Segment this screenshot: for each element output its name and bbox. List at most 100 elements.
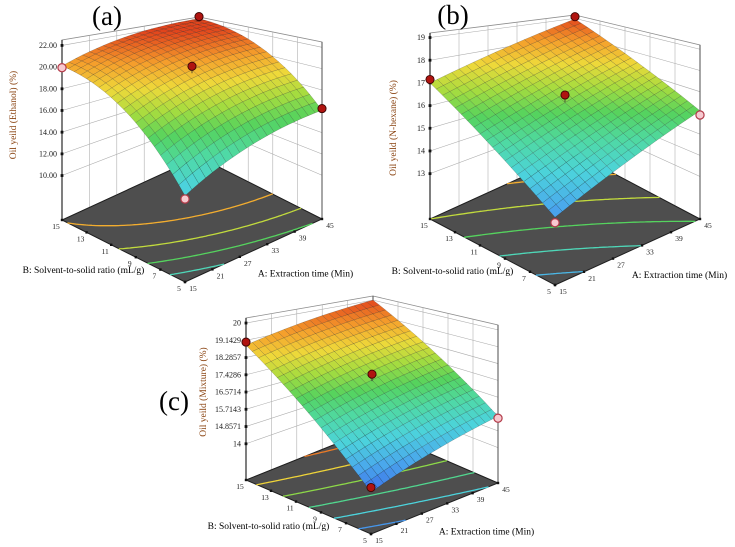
surface-quad [162, 110, 176, 124]
design-points [241, 337, 503, 493]
wall-grid-line [245, 299, 374, 324]
design-point-above [241, 337, 251, 347]
surface-quad [188, 105, 203, 118]
x-axis-tick [369, 532, 373, 536]
contour-line [169, 263, 225, 276]
surface-quad [249, 95, 263, 107]
surface-quad [351, 462, 366, 476]
surface-quad [182, 34, 196, 40]
surface-quad [353, 325, 367, 334]
design-point-below [695, 110, 705, 120]
surface-quad [80, 70, 94, 80]
surface-quad [453, 395, 467, 406]
x-axis-label: A: Extraction time (Min) [632, 270, 727, 281]
surface-quad [172, 168, 186, 186]
z-axis-tick-label: 14 [417, 147, 425, 156]
surface-quad [397, 357, 411, 367]
surface-quad [217, 81, 231, 92]
x-axis-tick [446, 502, 449, 505]
surface-quad [101, 47, 116, 54]
surface-quad [385, 314, 399, 323]
surface-quad [283, 361, 297, 372]
surface-quad [421, 443, 435, 455]
surface-quad [100, 59, 115, 67]
x-axis-tick-label: 45 [502, 485, 510, 494]
z-axis-tick-label: 12.00 [39, 149, 57, 158]
surface-quad [136, 34, 151, 40]
surface-quad [339, 435, 353, 448]
x-axis-tick-label: 45 [326, 221, 334, 230]
y-axis-tick [159, 268, 162, 271]
surface-plot-a: 10.00 12.00 14.00 16.00 18.00 20.00 22.00 5 7 9 11… [8, 12, 353, 293]
surface-quad [460, 383, 474, 393]
surface-quad [108, 44, 123, 51]
surface-quad [504, 155, 519, 168]
surface-quad [197, 72, 212, 82]
surface-quad [415, 424, 429, 437]
z-axis-tick [60, 130, 64, 134]
y-axis-tick-label: 15 [52, 222, 60, 231]
surface-quad [277, 364, 291, 375]
surface-quad [295, 394, 309, 406]
surface-quad [340, 329, 354, 339]
x-axis-tick [471, 492, 474, 495]
surface-quad [508, 111, 523, 123]
y-axis-tick-label: 7 [338, 525, 342, 534]
z-axis-tick [60, 87, 64, 91]
z-axis-tick [428, 172, 432, 176]
surface-quad [410, 336, 424, 345]
surface-quad [111, 83, 126, 94]
y-axis-tick [244, 478, 248, 482]
y-axis-tick [85, 231, 88, 234]
z-axis-tick-label: 17.4286 [215, 370, 241, 379]
surface-quad [447, 428, 461, 441]
x-axis-tick [266, 243, 269, 246]
surface-quad [288, 109, 302, 122]
surface-quad [501, 116, 516, 128]
z-axis-tick-label: 14.00 [39, 128, 57, 137]
surface-quad [409, 343, 424, 353]
x-axis-tick-label: 21 [588, 274, 596, 283]
y-axis-tick-label: 9 [313, 514, 317, 523]
surface-quad [359, 330, 373, 340]
surface-quad [378, 356, 392, 366]
y-axis-tick-label: 13 [77, 234, 85, 243]
x-axis-tick [640, 244, 644, 247]
surface-quad [277, 374, 291, 385]
x-axis-tick [611, 257, 615, 260]
surface-quad [416, 341, 430, 351]
y-axis-tick [110, 243, 113, 246]
surface-quad [396, 458, 410, 471]
surface-quad [352, 450, 366, 464]
z-axis-tick-label: 20 [233, 319, 241, 328]
surface-quad [377, 413, 391, 425]
y-axis-tick [528, 270, 532, 273]
surface-quad [221, 33, 236, 39]
z-axis-tick-label: 14 [233, 439, 241, 448]
x-axis-tick-label: 15 [189, 284, 197, 293]
surface-quad [201, 33, 216, 39]
response-surface [245, 299, 499, 493]
z-axis-tick [60, 44, 64, 47]
surface-quad [478, 402, 492, 413]
surface-quad [185, 172, 199, 190]
surface-quad [264, 361, 278, 372]
surface-quad [340, 307, 355, 315]
surface-quad [175, 102, 190, 115]
surface-quad [169, 33, 184, 39]
surface-quad [130, 99, 144, 112]
surface-quad [441, 382, 455, 393]
surface-quad [453, 425, 467, 437]
surface-quad [472, 415, 486, 427]
x-axis-tick-label: 15 [375, 536, 383, 545]
surface-quad [389, 462, 404, 476]
y-axis-tick [428, 217, 432, 221]
surface-quad [94, 56, 109, 64]
surface-quad [371, 439, 385, 452]
surface-quad [171, 67, 186, 77]
x-axis-tick [320, 217, 324, 221]
surface-quad [264, 351, 278, 362]
z-axis-tick-label: 15.7143 [215, 405, 241, 414]
x-axis-tick [293, 230, 296, 233]
surface-quad [508, 50, 523, 60]
